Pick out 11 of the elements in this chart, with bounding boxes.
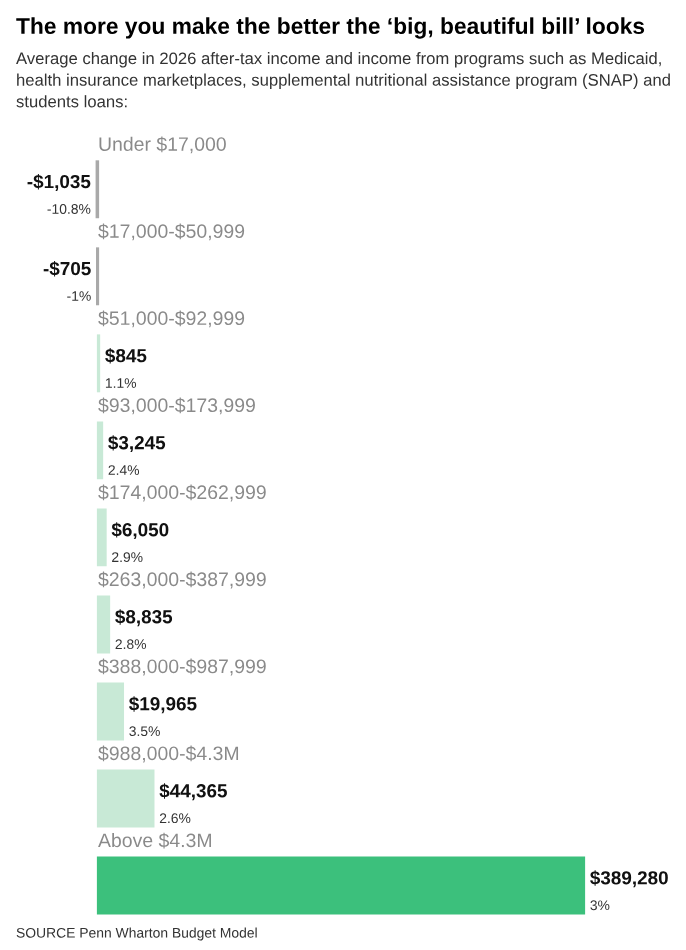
y-tick-label: $388,000-$987,999 <box>98 658 266 676</box>
y-tick-label: Under $17,000 <box>99 136 226 154</box>
y-tick-label: $17,000-$50,999 <box>98 223 245 241</box>
y-tick-label: $263,000-$387,999 <box>98 571 266 589</box>
chart-subtitle: Average change in 2026 after-tax income and income from programs such as Medicaid, health insurance marketplaces, supplemental nutritional assistance program (SNAP) and students loans: <box>16 52 670 108</box>
y-tick-label: $988,000-$4.3M <box>98 745 239 763</box>
chart-title: The more you make the better the ‘big, beautiful bill’ looks <box>16 17 645 39</box>
y-tick-label: $174,000-$262,999 <box>98 484 266 502</box>
y-tick-label: $93,000-$173,999 <box>98 397 255 415</box>
y-tick-label: $51,000-$92,999 <box>98 310 245 328</box>
y-tick-label: Above $4.3M <box>98 832 211 849</box>
